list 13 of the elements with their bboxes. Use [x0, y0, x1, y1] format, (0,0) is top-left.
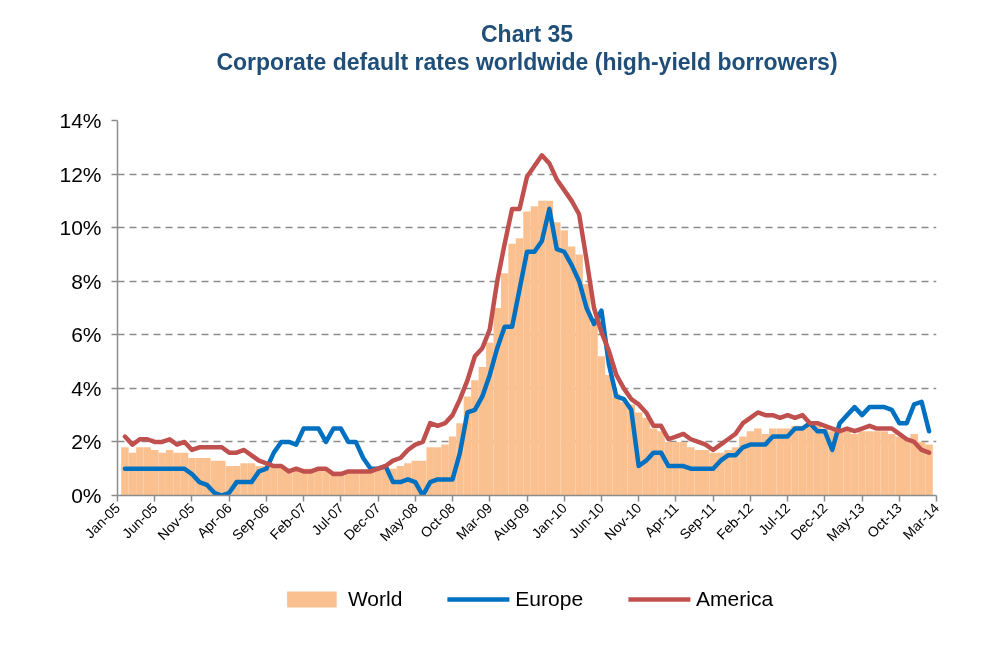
y-tick-label: 10% — [59, 216, 102, 240]
y-tick-label: 2% — [71, 430, 102, 454]
y-tick-label: 14% — [59, 109, 102, 132]
chart-subtitle: Corporate default rates worldwide (high-yield borrowers) — [216, 48, 838, 75]
y-tick-label: 8% — [71, 269, 102, 293]
y-tick-label: 12% — [59, 162, 102, 186]
legend-label: World — [347, 587, 403, 611]
y-tick-label: 6% — [71, 323, 102, 347]
chart-title: Chart 35 — [480, 20, 574, 47]
y-tick-label: 0% — [71, 484, 102, 507]
legend-label: Europe — [515, 587, 584, 611]
y-tick-label: 4% — [71, 376, 102, 400]
legend-label: America — [696, 587, 774, 611]
